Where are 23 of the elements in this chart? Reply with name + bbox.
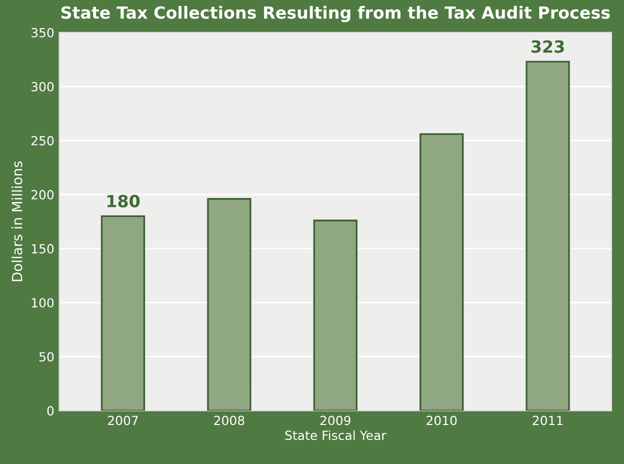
bar <box>100 215 146 411</box>
y-axis-title: Dollars in Millions <box>12 161 22 282</box>
y-tick-label: 50 <box>39 352 54 362</box>
bar <box>207 198 252 411</box>
data-label: 323 <box>532 40 564 53</box>
y-tick-label: 300 <box>32 82 54 92</box>
x-tick-label: 2008 <box>214 416 244 426</box>
x-tick-label: 2009 <box>320 416 350 426</box>
bar <box>313 220 358 411</box>
y-tick-label: 250 <box>31 136 54 146</box>
x-tick-label: 2011 <box>532 416 563 426</box>
y-tick-label: 200 <box>31 190 54 200</box>
y-tick-label: 0 <box>47 406 54 416</box>
y-tick-label: 350 <box>32 28 54 38</box>
bar <box>420 133 464 411</box>
x-tick-label: 2007 <box>108 416 138 426</box>
y-tick-label: 150 <box>32 244 54 254</box>
x-axis-title: State Fiscal Year <box>285 430 386 440</box>
chart-title: State Tax Collections Resulting from the Tax Audit Process <box>61 6 610 22</box>
data-label: 180 <box>107 194 140 208</box>
bar <box>526 60 570 411</box>
x-tick-label: 2010 <box>426 416 457 426</box>
y-tick-label: 100 <box>32 298 54 308</box>
